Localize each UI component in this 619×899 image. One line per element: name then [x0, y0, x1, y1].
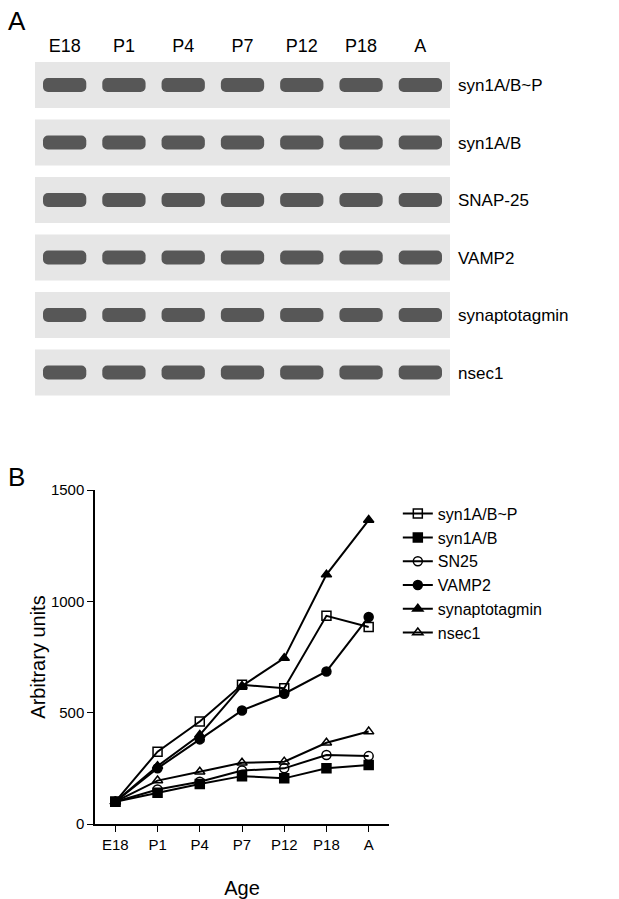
html-text:A: A: [8, 6, 26, 36]
svg-text:SN25: SN25: [438, 553, 478, 570]
svg-text:E18: E18: [102, 836, 129, 853]
svg-text:P12: P12: [286, 36, 318, 56]
svg-text:P18: P18: [345, 36, 377, 56]
svg-text:1500: 1500: [51, 481, 84, 498]
html-text:B: B: [8, 462, 26, 492]
svg-text:VAMP2: VAMP2: [458, 249, 514, 268]
svg-text:syn1A/B~P: syn1A/B~P: [438, 506, 518, 523]
svg-text:0: 0: [76, 815, 84, 832]
svg-text:A: A: [364, 836, 374, 853]
svg-text:synaptotagmin: synaptotagmin: [438, 601, 542, 618]
svg-text:500: 500: [59, 704, 84, 721]
svg-text:nsec1: nsec1: [438, 625, 481, 642]
svg-text:Age: Age: [224, 877, 260, 899]
svg-text:SNAP-25: SNAP-25: [458, 191, 529, 210]
svg-text:Arbitrary units: Arbitrary units: [27, 595, 49, 718]
svg-text:VAMP2: VAMP2: [438, 577, 491, 594]
svg-text:nsec1: nsec1: [458, 364, 503, 383]
svg-text:P1: P1: [148, 836, 166, 853]
svg-text:A: A: [414, 36, 426, 56]
svg-text:P4: P4: [191, 836, 209, 853]
svg-text:P12: P12: [271, 836, 298, 853]
svg-text:P4: P4: [172, 36, 194, 56]
svg-text:synaptotagmin: synaptotagmin: [458, 306, 569, 325]
svg-text:syn1A/B: syn1A/B: [458, 134, 521, 153]
svg-text:P18: P18: [313, 836, 340, 853]
svg-text:E18: E18: [49, 36, 81, 56]
svg-text:P7: P7: [231, 36, 253, 56]
svg-text:P1: P1: [113, 36, 135, 56]
svg-text:1000: 1000: [51, 593, 84, 610]
svg-text:P7: P7: [233, 836, 251, 853]
svg-text:syn1A/B~P: syn1A/B~P: [458, 76, 543, 95]
svg-text:syn1A/B: syn1A/B: [438, 530, 498, 547]
